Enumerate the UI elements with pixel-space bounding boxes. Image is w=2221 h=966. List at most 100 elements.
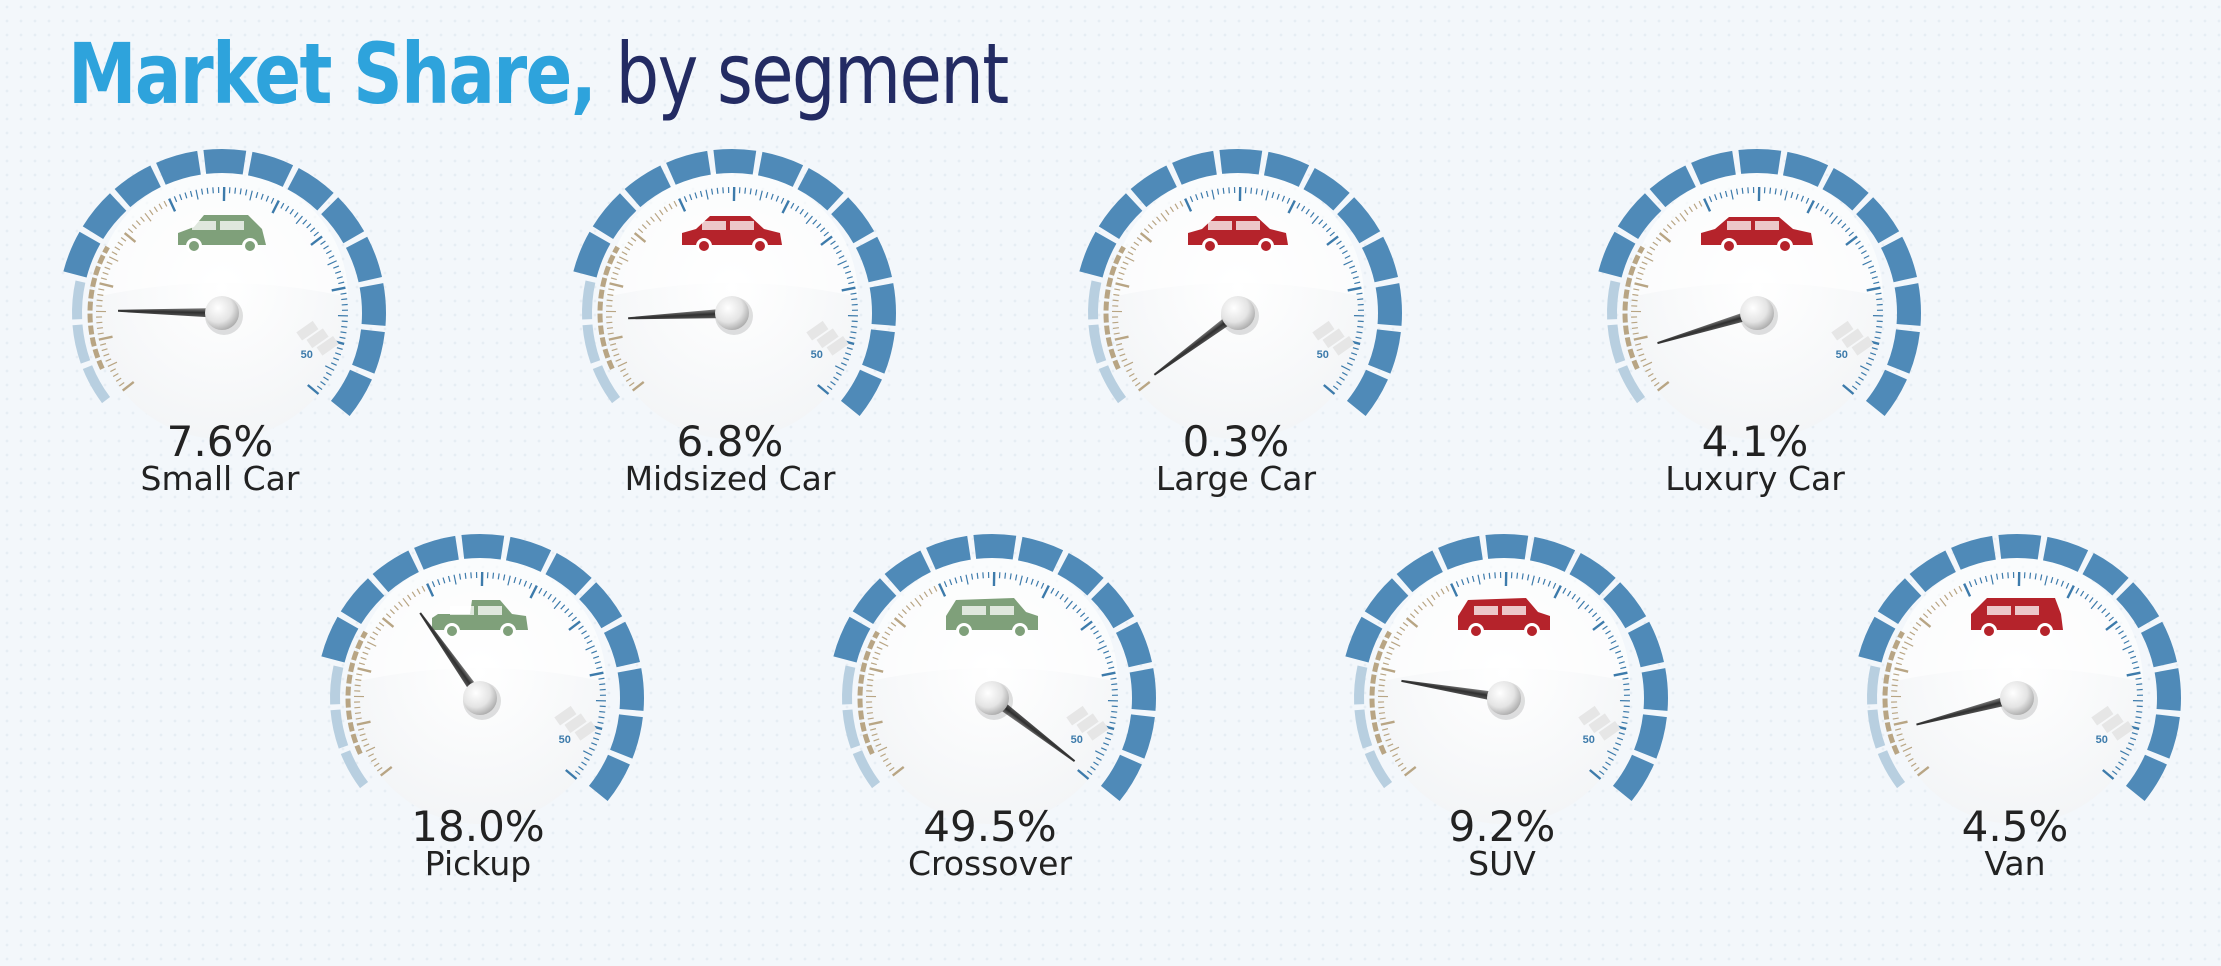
gauge-tick [1035,580,1040,587]
gauge-tick [97,332,104,335]
gauge-band-segment [1603,582,1647,629]
gauge-tick [1944,594,1949,601]
gauge-tick [933,585,938,592]
gauge-tick [594,732,601,735]
gauge-tick [1383,733,1390,737]
gauge-tick [1567,590,1572,597]
gauge-tick [1784,190,1788,201]
gauge-tick [112,372,119,378]
gauge-tick [588,747,595,751]
gauge-tick [770,193,774,200]
gauge-segment-label: Crossover [908,844,1072,883]
gauge-tick [323,376,329,381]
gauge-tick [1094,750,1105,756]
gauge: 50 7.6%Small Car [63,149,387,498]
gauge-tick [1076,608,1082,614]
gauge-hub [205,296,239,330]
gauge-tick [1824,208,1829,215]
gauge-tick [1352,347,1359,350]
gauge-needle [988,694,1076,762]
gauge-tick [2128,742,2135,746]
gauge-tick [622,372,629,378]
gauge-tick [372,631,379,636]
gauge-tick [1714,194,1718,201]
gauge-tick [1653,382,1660,387]
gauge-tick [1379,717,1386,720]
gauge-band-segment [340,578,385,625]
gauge-tick [846,347,853,350]
gauge-tick [838,255,845,259]
gauge-band-segment [330,369,372,416]
gauge-tick [1352,276,1359,279]
gauge-tick [805,215,813,225]
gauge-tick [402,597,410,607]
gauge-tick [1169,206,1174,213]
gauge-value-label: 49.5% [923,802,1056,851]
gauge-decor-block [316,335,339,356]
gauge-band-segment [72,280,86,320]
gauge-value-label: 7.6% [167,417,274,466]
gauge-tick [1090,766,1096,771]
title-sub: by segment [595,25,1009,123]
gauge-tick [1112,299,1119,302]
gauge-tick [610,343,617,346]
gauge-tick [1339,376,1345,381]
gauge-tick [1114,288,1121,291]
gauge-band-segment [1867,665,1881,705]
gauge-tick [1537,577,1541,584]
gauge-tick [598,716,605,719]
gauge-tick [1106,732,1113,735]
gauge-tick [876,646,883,650]
gauge-tick [1602,625,1608,630]
gauge-band-segment [869,283,896,326]
gauge-tick [663,206,668,213]
gauge-tick [1874,336,1881,339]
gauge-tick [1547,580,1552,587]
gauge-tick [594,661,601,664]
gauge-tick [1311,215,1319,225]
gauge-tick [2135,716,2142,719]
gauge-tick [1837,219,1843,225]
gauge-tick [849,336,856,339]
gauge-band-segment [666,150,711,185]
gauge-tick [621,251,628,256]
gauge-tick [582,750,593,756]
gauge-tick [115,377,122,382]
gauge-tick [845,270,852,274]
gauge-tick [1009,573,1012,580]
gauge-tick [1842,384,1855,395]
gauge-tick [1542,578,1546,585]
gauge-tick [869,667,884,673]
gauge-tick [1093,761,1099,766]
gauge-tick [325,371,332,376]
gauge-decor-block [1086,720,1109,741]
gauge-band-segment [1782,151,1829,187]
gauge-tick [447,575,451,582]
gauge-tick [1859,365,1870,371]
gauge-tick [954,577,958,584]
gauge-tick [1119,353,1126,357]
crossover-suv-icon [946,598,1038,639]
gauge-tick [2131,732,2138,735]
gauge-tick [1393,636,1400,641]
gauge-tick [620,368,627,373]
gauge-tick [1649,246,1656,251]
gauge-tick [1958,585,1963,592]
gauge-tick [1305,208,1310,215]
gauge-band-segment [2082,553,2129,596]
gauge-tick [375,626,382,631]
gauge-decor-block [1076,713,1099,734]
gauge-decor-block [1312,320,1335,341]
gauge-decor-block [1066,705,1089,726]
gauge-tick [851,325,858,328]
gauge-tick [1105,655,1112,659]
gauge-band-segment [1909,550,1956,593]
gauge-tick [101,348,108,352]
gauge-tick [1156,216,1161,222]
gauge-tick [1670,220,1676,226]
gauge-tick [650,216,655,222]
gauge-band-segment [82,365,111,404]
gauge-tick [1388,646,1395,650]
gauge-tick [1632,332,1639,335]
gauge-band-segment [1375,283,1402,326]
